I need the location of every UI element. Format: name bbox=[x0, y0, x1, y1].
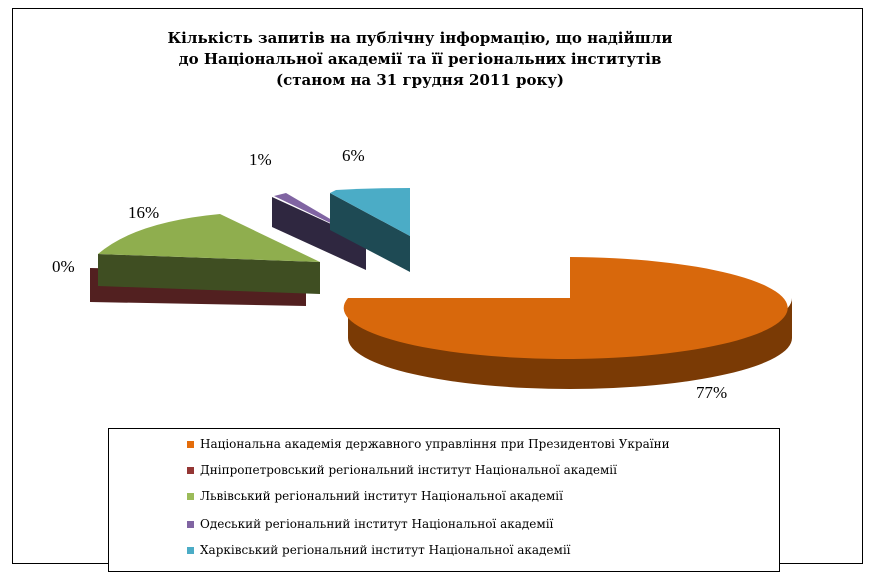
chart-legend: Національна академія державного управлін… bbox=[108, 428, 780, 572]
data-label-1: 1% bbox=[249, 150, 272, 169]
legend-label: Львівський регіональний інститут Націона… bbox=[200, 489, 563, 503]
legend-label: Одеський регіональний інститут Національ… bbox=[200, 517, 554, 531]
pie-slice-top bbox=[330, 188, 410, 236]
pie-slice-top bbox=[343, 257, 788, 359]
pie-slice-top bbox=[98, 214, 320, 262]
legend-label: Харківський регіональний інститут Націон… bbox=[200, 543, 571, 557]
legend-item: Одеський регіональний інститут Національ… bbox=[187, 515, 553, 533]
legend-swatch bbox=[187, 466, 194, 474]
legend-item: Національна академія державного управлін… bbox=[187, 435, 670, 453]
chart-title-line-3: (станом на 31 грудня 2011 року) bbox=[275, 71, 565, 89]
pie-slice-natsionalna-akademiia bbox=[343, 257, 792, 389]
chart-title-line-2: до Національної академії та її регіональ… bbox=[178, 50, 662, 68]
data-label-0: 0% bbox=[52, 257, 75, 276]
pie-slice-side bbox=[98, 254, 320, 294]
pie-slice-side bbox=[330, 193, 410, 272]
legend-swatch bbox=[187, 440, 194, 448]
pie-slice-side bbox=[348, 298, 792, 389]
legend-swatch bbox=[187, 520, 194, 528]
data-label-77: 77% bbox=[696, 383, 727, 402]
data-label-16: 16% bbox=[128, 203, 159, 222]
legend-item: Дніпропетровський регіональний інститут … bbox=[187, 461, 617, 479]
legend-item: Харківський регіональний інститут Націон… bbox=[187, 541, 571, 559]
legend-label: Дніпропетровський регіональний інститут … bbox=[200, 463, 617, 477]
legend-swatch bbox=[187, 546, 194, 554]
chart-title-line-1: Кількість запитів на публічну інформацію… bbox=[167, 29, 673, 47]
legend-swatch bbox=[187, 492, 194, 500]
pie-slice-kharkivskyi bbox=[330, 188, 410, 272]
data-label-6: 6% bbox=[342, 146, 365, 165]
chart-title: Кількість запитів на публічну інформацію… bbox=[60, 28, 780, 91]
pie-slice-lvivskyi bbox=[98, 214, 320, 294]
legend-label: Національна академія державного управлін… bbox=[200, 437, 670, 451]
pie-slice-side bbox=[272, 197, 366, 270]
legend-item: Львівський регіональний інститут Націона… bbox=[187, 487, 563, 505]
